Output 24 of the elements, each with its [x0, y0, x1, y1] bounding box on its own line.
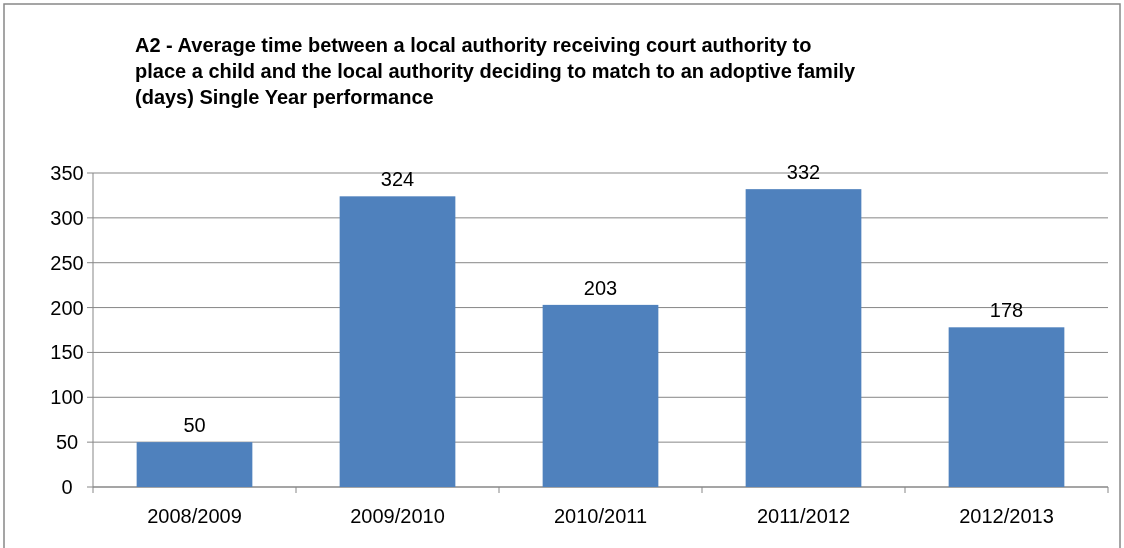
bar: [745, 189, 862, 487]
y-tick-label: 50: [55, 431, 79, 454]
x-tick-label: 2008/2009: [147, 505, 242, 527]
bar: [948, 327, 1065, 487]
data-label: 178: [989, 299, 1024, 322]
x-tick-label: 2010/2011: [553, 505, 648, 527]
data-label: 50: [183, 414, 206, 437]
x-tick-label: 2009/2010: [350, 505, 445, 527]
y-tick-label: 100: [50, 386, 84, 409]
y-tick-label: 300: [50, 206, 84, 229]
chart-title: A2 - Average time between a local authority receiving court authority to place a child and the local authority deciding to match to an adoptive family (days) Single Year performance: [135, 34, 856, 108]
y-tick-label: 0: [61, 476, 73, 498]
y-tick-label: 250: [50, 251, 84, 274]
bar: [542, 304, 659, 487]
y-tick-label: 200: [50, 296, 84, 319]
data-label: 332: [786, 161, 821, 184]
x-tick-label: 2012/2013: [959, 505, 1054, 527]
bar: [136, 442, 253, 487]
y-tick-label: 150: [50, 341, 84, 364]
y-tick-label: 350: [50, 162, 84, 184]
x-tick-label: 2011/2012: [756, 505, 851, 527]
data-label: 203: [583, 276, 618, 299]
bar: [339, 196, 456, 487]
data-label: 324: [380, 168, 415, 191]
